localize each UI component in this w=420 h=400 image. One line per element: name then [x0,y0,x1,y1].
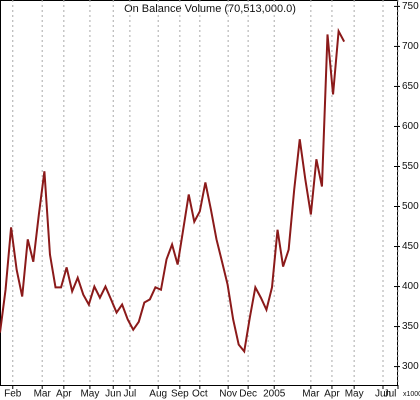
x-tick-label: May [80,389,99,400]
x-tick-label: Feb [4,389,22,400]
unit-label: x1000 [403,391,420,398]
y-tick-label: 550 [402,161,419,172]
x-tick-label: Jun [105,389,121,400]
x-tick-label: Mar [34,389,52,400]
y-tick-label: 500 [402,201,419,212]
y-tick-label: 700 [402,41,419,52]
plot-frame [0,0,398,386]
x-tick-label: Apr [324,389,340,400]
x-tick-label: Jul [384,389,397,400]
x-tick-label: Mar [302,389,320,400]
x-tick-label: May [345,389,364,400]
y-tick-label: 300 [402,361,419,372]
x-tick-label: Jun [375,389,391,400]
chart-title: On Balance Volume (70,513,000.0) [124,3,296,15]
y-tick-label: 400 [402,281,419,292]
y-tick-label: 600 [402,121,419,132]
x-tick-label: Nov [219,389,237,400]
series-line [0,27,346,354]
x-tick-label: Dec [239,389,257,400]
y-tick-label: 650 [402,81,419,92]
x-tick-label: Aug [149,389,167,400]
x-tick-label: Jul [123,389,136,400]
x-tick-label: Oct [192,389,208,400]
y-tick-label: 450 [402,241,419,252]
y-tick-label: 350 [402,321,419,332]
x-tick-label: Sep [171,389,189,400]
x-tick-label: 2005 [263,389,286,400]
y-tick-label: 750 [402,1,419,12]
x-tick-label: Apr [56,389,72,400]
